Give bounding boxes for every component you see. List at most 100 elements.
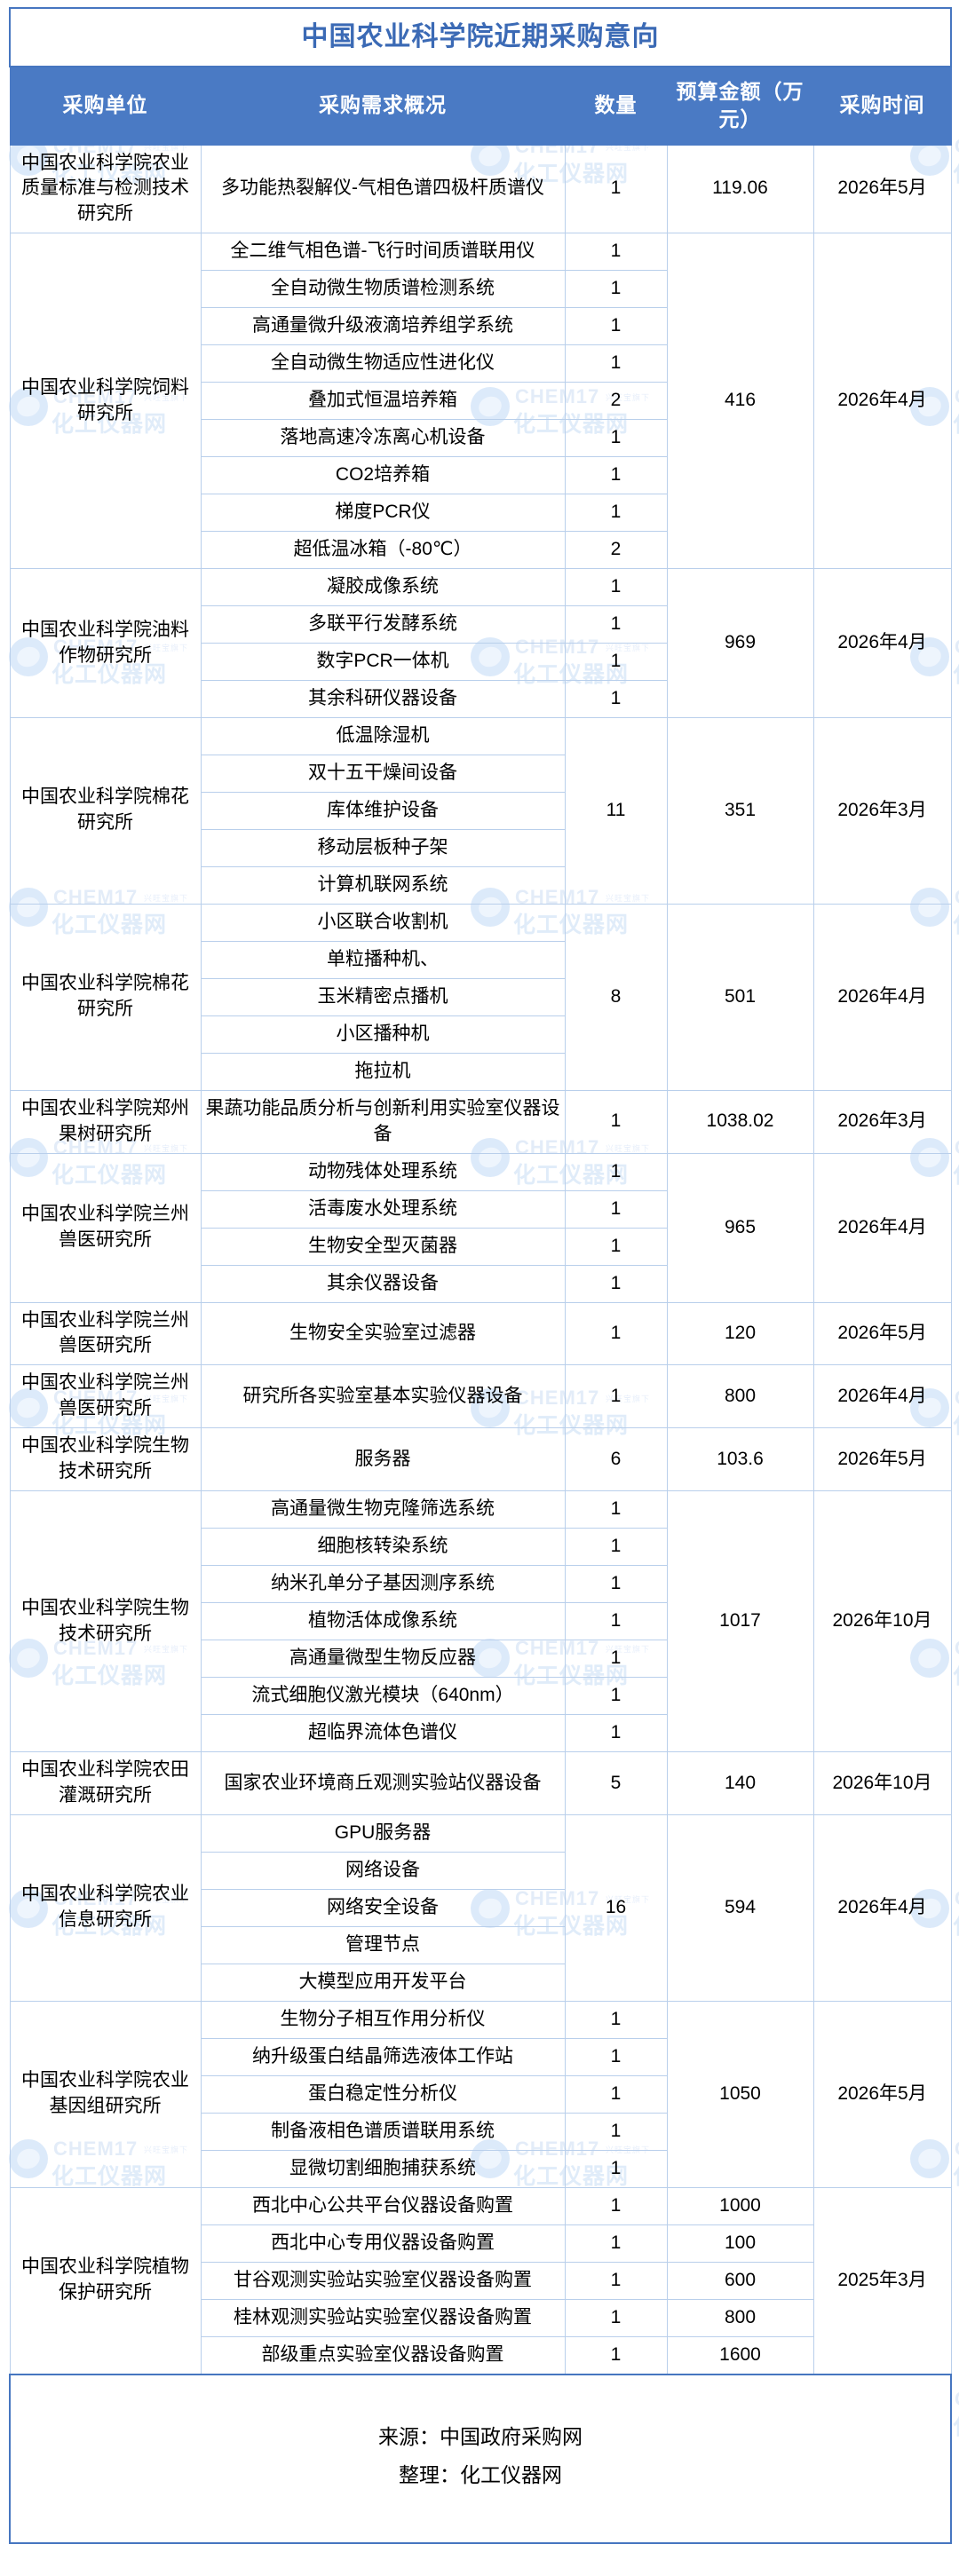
cell-purchase-time: 2026年4月 bbox=[812, 1364, 952, 1429]
cell-quantity: 1 bbox=[564, 2000, 668, 2039]
cell-requirement: 制备液相色谱质谱联用系统 bbox=[200, 2112, 566, 2151]
cell-quantity: 1 bbox=[564, 1364, 668, 1429]
table-row: 纳升级蛋白结晶筛选液体工作站 1 bbox=[10, 2037, 951, 2076]
table-row: 流式细胞仪激光模块（640nm） 1 bbox=[10, 1677, 951, 1716]
cell-requirement: 网络设备 bbox=[200, 1852, 566, 1890]
table-body: 中国农业科学院近期采购意向 采购单位 采购需求概况 数量 预算金额（万元） 采购时间 中国农… bbox=[8, 7, 953, 2544]
cell-quantity: 1 bbox=[564, 2261, 668, 2300]
cell-requirement: 小区联合收割机 bbox=[200, 903, 566, 942]
cell-purchase-time: 2026年5月 bbox=[812, 1301, 952, 1366]
cell-quantity: 1 bbox=[564, 1714, 668, 1753]
cell-purchasing-unit: 中国农业科学院油料作物研究所 bbox=[9, 568, 202, 718]
cell-budget-amount: 600 bbox=[666, 2261, 814, 2300]
cell-requirement: 果蔬功能品质分析与创新利用实验室仪器设备 bbox=[200, 1089, 566, 1154]
cell-requirement: 全自动微生物质谱检测系统 bbox=[200, 270, 566, 309]
cell-quantity: 1 bbox=[564, 1602, 668, 1641]
cell-purchase-time: 2025年3月 bbox=[812, 2186, 952, 2375]
cell-requirement: 超低温冰箱（-80℃） bbox=[200, 531, 566, 570]
cell-budget-amount: 120 bbox=[666, 1301, 814, 1366]
cell-quantity: 1 bbox=[564, 307, 668, 346]
cell-purchase-time: 2026年4月 bbox=[812, 568, 952, 718]
column-header-amount: 预算金额（万元） bbox=[666, 66, 814, 146]
cell-purchasing-unit: 中国农业科学院郑州果树研究所 bbox=[9, 1089, 202, 1154]
cell-quantity: 11 bbox=[564, 717, 668, 905]
table-row: 甘谷观测实验站实验室仪器设备购置 1 600 bbox=[10, 2261, 951, 2300]
table-row: 多联平行发酵系统 1 bbox=[10, 605, 951, 644]
cell-quantity: 1 bbox=[564, 1565, 668, 1604]
cell-budget-amount: 1050 bbox=[666, 2000, 814, 2188]
cell-requirement: 移动层板种子架 bbox=[200, 828, 566, 867]
cell-quantity: 1 bbox=[564, 1189, 668, 1229]
cell-quantity: 1 bbox=[564, 2074, 668, 2114]
table-row: 中国农业科学院生物技术研究所 服务器 6 103.6 2026年5月 bbox=[9, 1427, 952, 1492]
footer-source: 来源：中国政府采购网 bbox=[378, 2424, 583, 2448]
cell-requirement: 西北中心公共平台仪器设备购置 bbox=[200, 2186, 566, 2225]
cell-quantity: 1 bbox=[564, 2149, 668, 2188]
table-title-row: 中国农业科学院近期采购意向 bbox=[8, 7, 953, 67]
cell-quantity: 1 bbox=[564, 2037, 668, 2076]
cell-requirement: 低温除湿机 bbox=[200, 717, 566, 755]
table-row: 高通量微升级液滴培养组学系统 1 bbox=[10, 307, 951, 346]
table-row: 移动层板种子架 bbox=[10, 828, 951, 867]
cell-requirement: 高通量微升级液滴培养组学系统 bbox=[200, 307, 566, 346]
cell-requirement: 服务器 bbox=[200, 1427, 566, 1492]
cell-requirement: CO2培养箱 bbox=[200, 456, 566, 495]
table-row: 活毒废水处理系统 1 bbox=[10, 1189, 951, 1229]
cell-quantity: 1 bbox=[564, 1677, 668, 1716]
table-row: 其余仪器设备 1 bbox=[10, 1264, 951, 1303]
cell-requirement: 玉米精密点播机 bbox=[200, 977, 566, 1016]
cell-budget-amount: 140 bbox=[666, 1751, 814, 1816]
cell-quantity: 1 bbox=[564, 568, 668, 607]
cell-quantity: 1 bbox=[564, 2298, 668, 2337]
cell-requirement: 单粒播种机、 bbox=[200, 940, 566, 979]
table-row: 部级重点实验室仪器设备购置 1 1600 bbox=[10, 2335, 951, 2375]
table-row: 中国农业科学院棉花研究所 低温除湿机 11 351 2026年3月 bbox=[9, 717, 952, 905]
footer-cell: 来源：中国政府采购网 整理：化工仪器网 bbox=[8, 2373, 953, 2544]
cell-purchase-time: 2026年3月 bbox=[812, 717, 952, 905]
cell-purchase-time: 2026年5月 bbox=[812, 1427, 952, 1492]
cell-quantity: 1 bbox=[564, 419, 668, 458]
cell-requirement: 研究所各实验室基本实验仪器设备 bbox=[200, 1364, 566, 1429]
cell-purchase-time: 2026年4月 bbox=[812, 903, 952, 1091]
cell-requirement: 高通量微生物克隆筛选系统 bbox=[200, 1490, 566, 1529]
cell-requirement: 拖拉机 bbox=[200, 1052, 566, 1091]
table-row: 中国农业科学院兰州兽医研究所 动物残体处理系统 1 965 2026年4月 bbox=[9, 1152, 952, 1303]
table-row: 中国农业科学院油料作物研究所 凝胶成像系统 1 969 2026年4月 bbox=[9, 568, 952, 718]
table-row: 中国农业科学院植物保护研究所 西北中心公共平台仪器设备购置 1 1000 2025年3月 bbox=[9, 2186, 952, 2375]
cell-budget-amount: 800 bbox=[666, 2298, 814, 2337]
cell-requirement: 小区播种机 bbox=[200, 1015, 566, 1054]
cell-purchase-time: 2026年3月 bbox=[812, 1089, 952, 1154]
cell-quantity: 6 bbox=[564, 1427, 668, 1492]
cell-purchasing-unit: 中国农业科学院生物技术研究所 bbox=[9, 1427, 202, 1492]
cell-requirement: 超临界流体色谱仪 bbox=[200, 1714, 566, 1753]
cell-requirement: 西北中心专用仪器设备购置 bbox=[200, 2224, 566, 2263]
table-row: 全自动微生物质谱检测系统 1 bbox=[10, 270, 951, 309]
table-row: 梯度PCR仪 1 bbox=[10, 494, 951, 533]
cell-requirement: 生物安全实验室过滤器 bbox=[200, 1301, 566, 1366]
cell-quantity: 1 bbox=[564, 1152, 668, 1191]
column-header-unit: 采购单位 bbox=[9, 66, 202, 146]
cell-purchasing-unit: 中国农业科学院植物保护研究所 bbox=[9, 2186, 202, 2375]
cell-budget-amount: 1038.02 bbox=[666, 1089, 814, 1154]
table-row: 中国农业科学院兰州兽医研究所 研究所各实验室基本实验仪器设备 1 800 2026年4月 bbox=[9, 1364, 952, 1429]
cell-requirement: 数字PCR一体机 bbox=[200, 643, 566, 682]
table-row: 细胞核转染系统 1 bbox=[10, 1528, 951, 1567]
table-row: 双十五干燥间设备 bbox=[10, 754, 951, 793]
cell-purchasing-unit: 中国农业科学院生物技术研究所 bbox=[9, 1490, 202, 1753]
cell-quantity: 1 bbox=[564, 1301, 668, 1366]
table-row: 中国农业科学院兰州兽医研究所 生物安全实验室过滤器 1 120 2026年5月 bbox=[9, 1301, 952, 1366]
cell-quantity: 1 bbox=[564, 494, 668, 533]
cell-requirement: 多联平行发酵系统 bbox=[200, 605, 566, 644]
cell-quantity: 1 bbox=[564, 2224, 668, 2263]
cell-quantity: 5 bbox=[564, 1751, 668, 1816]
table-row: 中国农业科学院农田灌溉研究所 国家农业环境商丘观测实验站仪器设备 5 140 2026年… bbox=[9, 1751, 952, 1816]
cell-purchasing-unit: 中国农业科学院饲料研究所 bbox=[9, 233, 202, 570]
cell-purchasing-unit: 中国农业科学院棉花研究所 bbox=[9, 903, 202, 1091]
cell-purchasing-unit: 中国农业科学院农业基因组研究所 bbox=[9, 2000, 202, 2188]
table-row: 西北中心专用仪器设备购置 1 100 bbox=[10, 2224, 951, 2263]
table-row: 其余科研仪器设备 1 bbox=[10, 680, 951, 718]
cell-requirement: 库体维护设备 bbox=[200, 791, 566, 830]
table-footer-row: 来源：中国政府采购网 整理：化工仪器网 bbox=[8, 2373, 953, 2544]
